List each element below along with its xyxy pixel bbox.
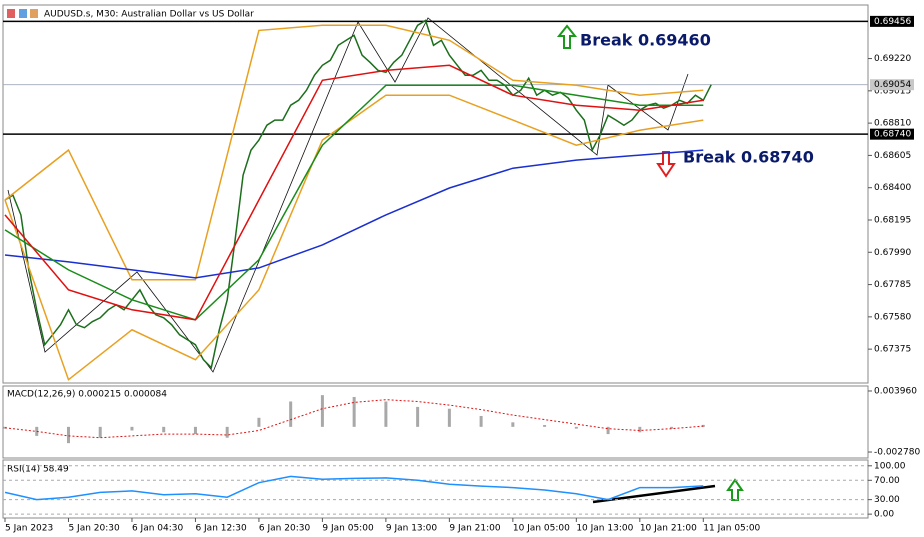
- histogram-bar: [384, 401, 388, 427]
- x-tick-label: 10 Jan 21:00: [640, 524, 697, 534]
- histogram-bar: [162, 426, 166, 433]
- trendline: [592, 484, 716, 504]
- histogram-bar: [35, 426, 39, 436]
- histogram-bar: [225, 426, 229, 438]
- up-arrow: [556, 24, 578, 49]
- panel-title: RSI(14) 58.49: [7, 465, 69, 475]
- level-label: 0.68740: [874, 130, 911, 140]
- histogram-bar: [701, 424, 705, 427]
- histogram-bar: [479, 415, 483, 427]
- y-tick-label: 70.00: [874, 476, 900, 486]
- icon: [7, 9, 15, 18]
- level-label-box: [870, 15, 914, 27]
- y-tick-label: 0.67990: [874, 248, 911, 258]
- histogram-bar: [638, 426, 642, 433]
- y-tick-label: 0.67375: [874, 345, 911, 355]
- x-tick-label: 6 Jan 20:30: [259, 524, 311, 534]
- histogram-bar: [543, 425, 547, 427]
- series-line: [4, 24, 704, 281]
- x-tick-label: 5 Jan 20:30: [68, 524, 120, 534]
- x-tick-label: 10 Jan 13:00: [576, 524, 633, 534]
- histogram-bar: [257, 417, 261, 427]
- histogram-bar: [606, 426, 610, 435]
- y-tick-label: 0.67785: [874, 280, 911, 290]
- histogram-bar: [670, 426, 674, 429]
- x-tick-label: 11 Jan 05:00: [703, 524, 760, 534]
- series-line: [4, 475, 704, 501]
- y-tick-label: 100.00: [874, 461, 906, 471]
- chart-title: AUDUSD.s, M30: Australian Dollar vs US D…: [44, 10, 254, 20]
- annotation: Break 0.68740: [683, 148, 814, 167]
- series-line: [4, 64, 704, 321]
- series-line: [4, 84, 704, 321]
- series-line: [4, 399, 704, 439]
- zigzag: [7, 17, 689, 373]
- y-tick-label: -0.002780: [874, 448, 920, 458]
- histogram-bar: [130, 426, 134, 431]
- y-tick-label: 0.69220: [874, 54, 911, 64]
- histogram-bar: [447, 408, 451, 427]
- x-tick-label: 9 Jan 13:00: [386, 524, 438, 534]
- histogram-bar: [3, 426, 7, 429]
- up-arrow: [726, 478, 744, 501]
- current-price-box: [870, 79, 914, 91]
- y-tick-label: 0.68195: [874, 215, 911, 225]
- x-tick-label: 5 Jan 2023: [5, 524, 53, 534]
- x-tick-label: 6 Jan 04:30: [132, 524, 184, 534]
- icon: [30, 9, 38, 18]
- y-tick-label: 0.69015: [874, 86, 911, 96]
- histogram-bar: [352, 396, 356, 427]
- x-tick-label: 9 Jan 21:00: [449, 524, 501, 534]
- series-line: [4, 19, 712, 370]
- x-tick-label: 9 Jan 05:00: [322, 524, 374, 534]
- histogram-bar: [289, 401, 293, 427]
- histogram-bar: [66, 426, 70, 444]
- main-panel: [2, 4, 869, 384]
- annotation: Break 0.69460: [580, 31, 711, 50]
- x-tick-label: 10 Jan 05:00: [513, 524, 570, 534]
- histogram-bar: [416, 406, 420, 427]
- series-line: [4, 94, 704, 381]
- level-label-box: [870, 128, 914, 140]
- y-tick-label: 30.00: [874, 495, 900, 505]
- histogram-bar: [320, 395, 324, 427]
- x-tick-label: 6 Jan 12:30: [195, 524, 247, 534]
- histogram-bar: [574, 426, 578, 429]
- series-line: [4, 149, 704, 279]
- y-tick-label: 0.68810: [874, 119, 911, 129]
- y-tick-label: 0.00: [874, 510, 894, 520]
- current-price-label: 0.69054: [874, 80, 911, 90]
- down-arrow: [656, 151, 676, 178]
- y-tick-label: 0.68605: [874, 151, 911, 161]
- y-tick-label: 0.67580: [874, 312, 911, 322]
- y-tick-label: 0.68400: [874, 183, 911, 193]
- y-tick-label: 0.003960: [874, 386, 917, 396]
- histogram-bar: [511, 422, 515, 427]
- icon: [19, 9, 27, 18]
- macd-panel: [2, 385, 869, 459]
- histogram-bar: [193, 426, 197, 435]
- panel-title: MACD(12,26,9) 0.000215 0.000084: [7, 390, 167, 400]
- level-label: 0.69456: [874, 17, 911, 27]
- histogram-bar: [98, 426, 102, 438]
- rsi-panel: [2, 459, 869, 519]
